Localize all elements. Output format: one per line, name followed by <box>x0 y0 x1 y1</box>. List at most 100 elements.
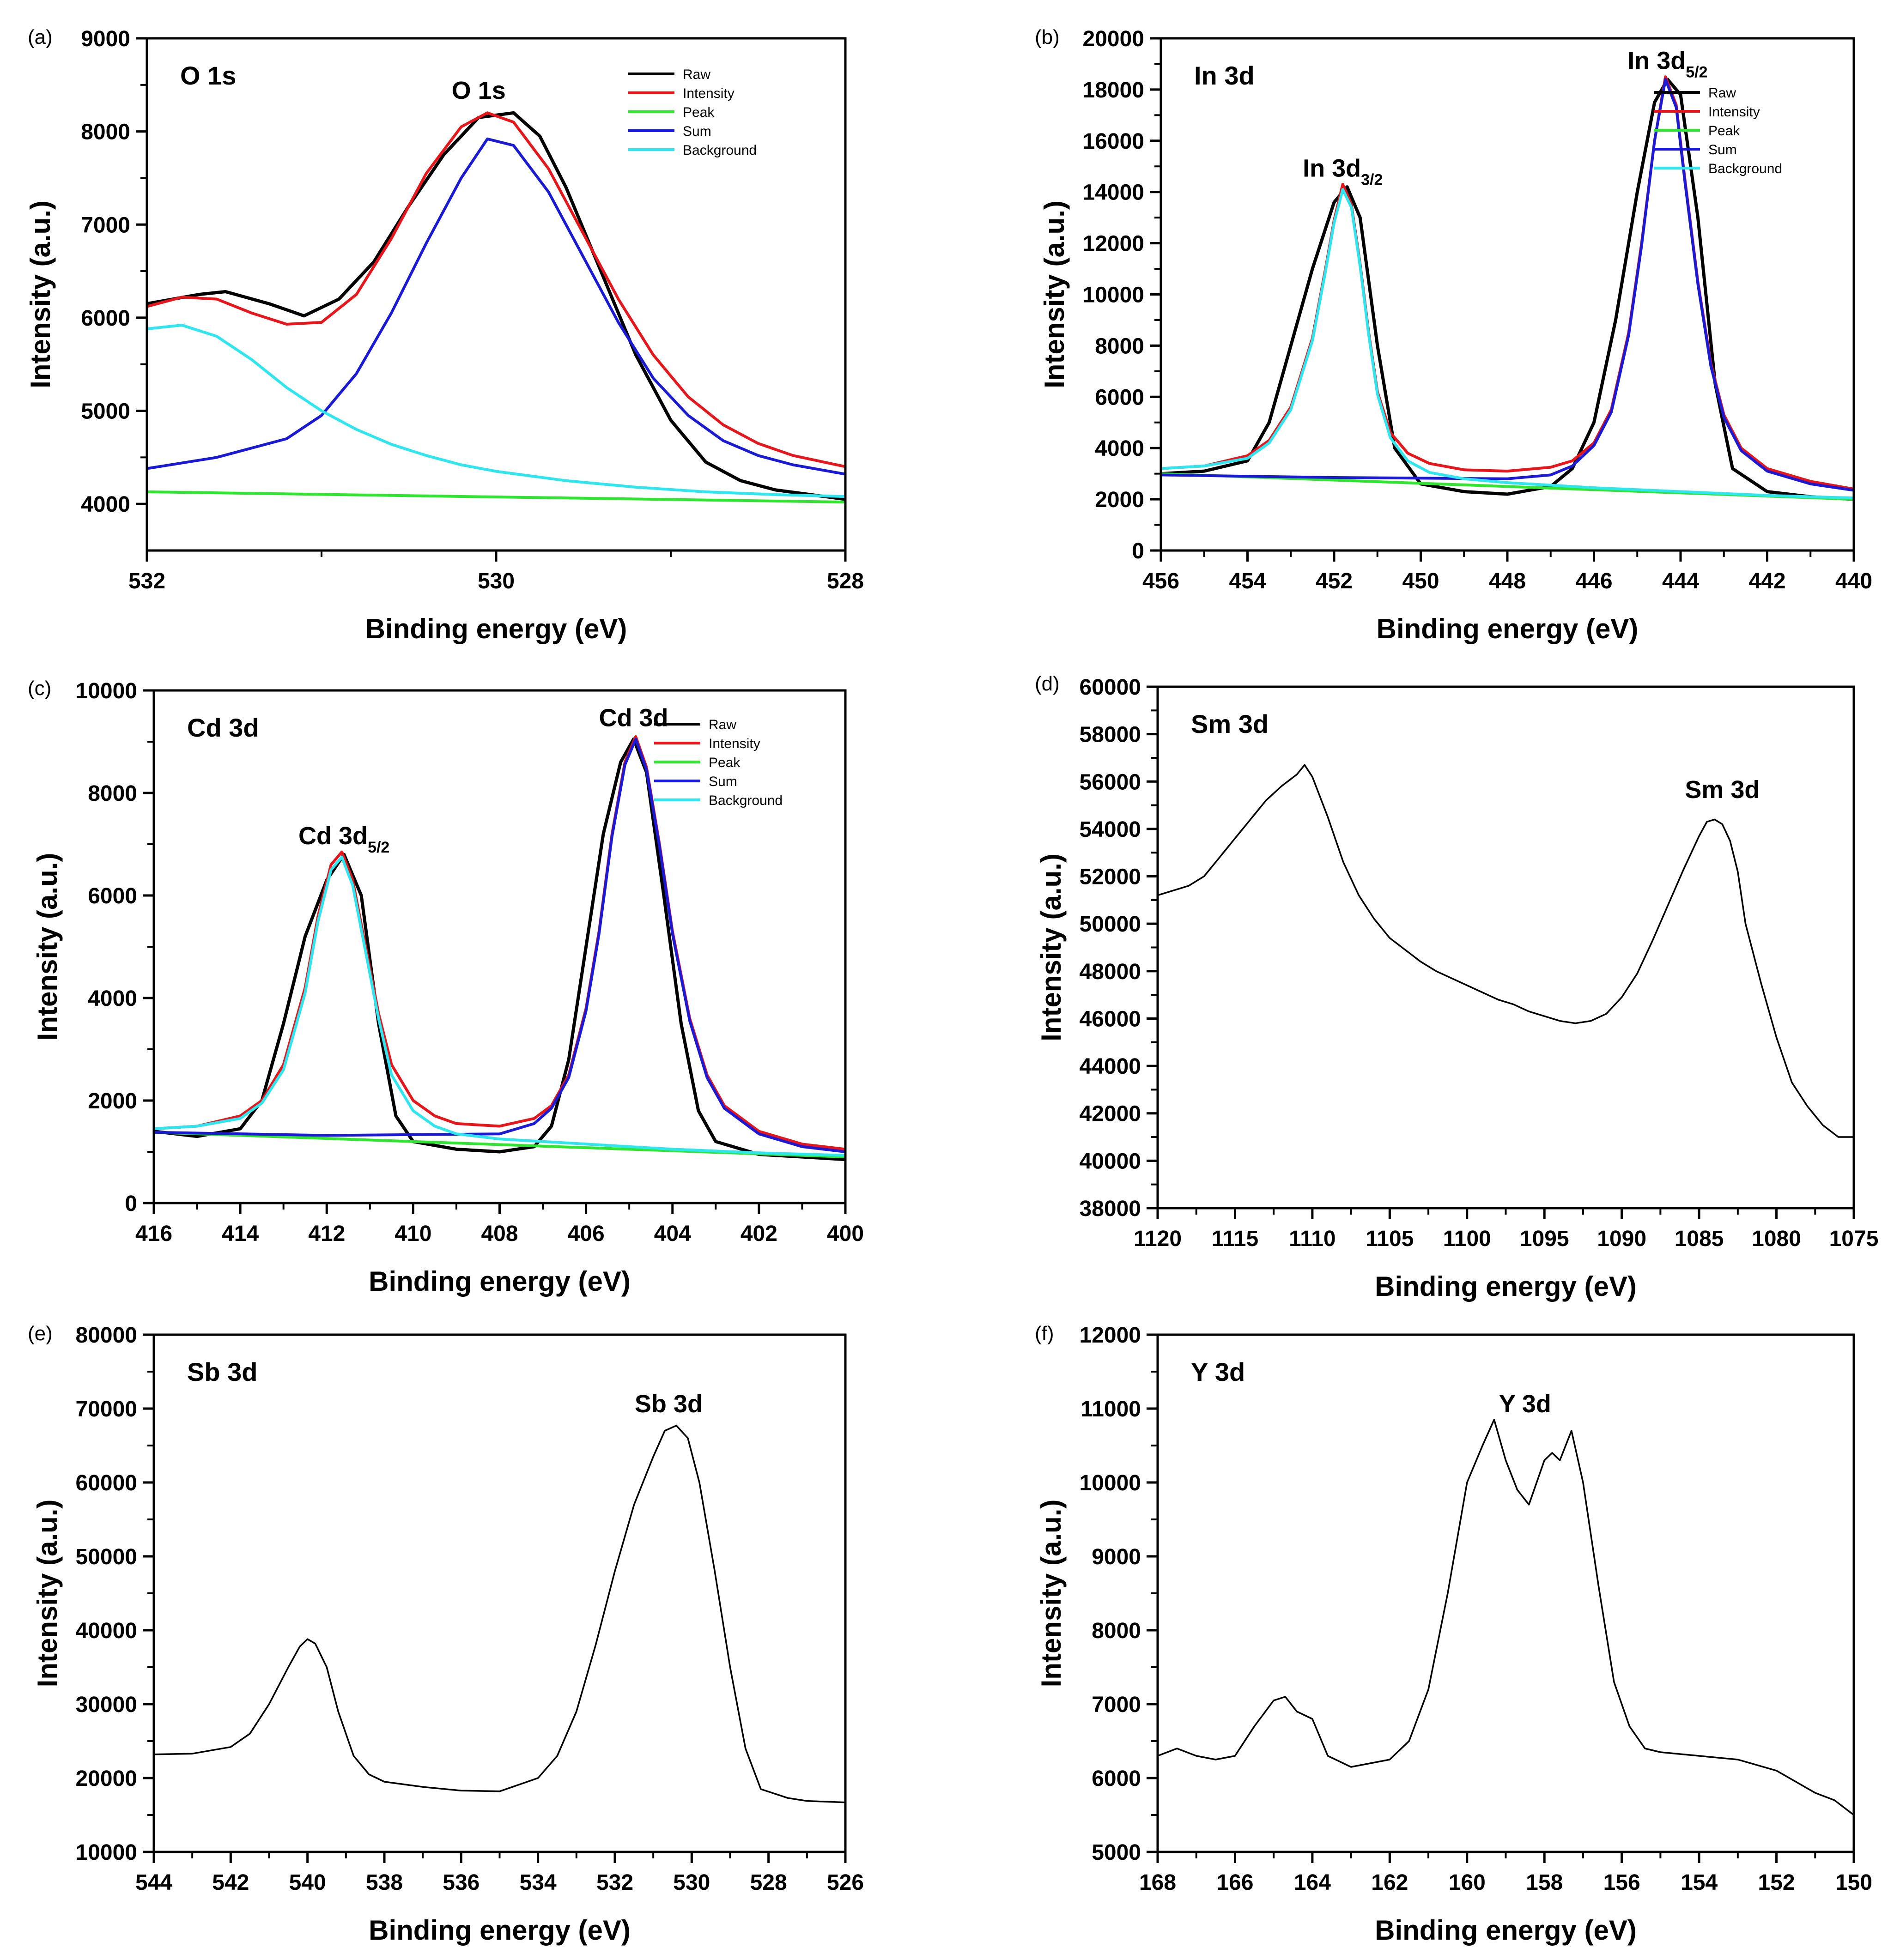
x-tick-label: 528 <box>750 1870 787 1895</box>
y-tick-label: 4000 <box>81 492 130 517</box>
y-tick-label: 20000 <box>1083 27 1144 51</box>
chart-panel-2: 456 454 452 450 448 446 444 442 440 0 2000 4000 6000… <box>1035 26 1872 644</box>
x-tick-label: 442 <box>1748 569 1785 593</box>
legend-label: Sum <box>683 124 711 139</box>
y-tick-label: 54000 <box>1080 817 1141 842</box>
y-tick-label: 12000 <box>1080 1323 1141 1348</box>
peak-annotation-label: Y 3d <box>1499 1390 1551 1418</box>
x-tick-label: 1105 <box>1366 1227 1414 1251</box>
y-tick-label: 40000 <box>1080 1149 1141 1174</box>
panel-label: (f) <box>1035 1322 1054 1345</box>
y-tick-label: 60000 <box>76 1471 137 1495</box>
peak-annotation-label: Sm 3d <box>1685 776 1760 804</box>
peak-annotation-label: Cd 3d <box>599 704 668 732</box>
panel-label: (b) <box>1035 26 1060 48</box>
chart-panel-4: 1120 1115 1110 1105 1100 1095 1090 1085 1080 1075… <box>1035 672 1878 1302</box>
plot-frame <box>1156 685 1855 1210</box>
y-tick-label: 8000 <box>88 781 137 806</box>
x-tick-label: 542 <box>212 1870 249 1895</box>
y-axis-title: Intensity (a.u.) <box>1036 1500 1067 1688</box>
y-tick-label: 42000 <box>1080 1102 1141 1126</box>
x-tick-label: 1095 <box>1520 1227 1569 1251</box>
x-tick-label: 446 <box>1575 569 1612 593</box>
x-tick-label: 534 <box>520 1870 557 1895</box>
y-tick-label: 70000 <box>76 1397 137 1422</box>
chart-panel-6: 168 166 164 162 160 158 156 154 152 150 5000 6000 70… <box>1035 1322 1872 1946</box>
series-line-sum <box>154 738 845 1153</box>
y-tick-label: 10000 <box>1083 283 1144 308</box>
x-tick-label: 156 <box>1603 1870 1640 1895</box>
y-tick-label: 8000 <box>1092 1619 1141 1643</box>
series-line-spectrum <box>1158 764 1854 1138</box>
legend-label: Peak <box>683 105 715 120</box>
x-tick-label: 400 <box>827 1222 864 1246</box>
legend-label: Raw <box>709 717 736 732</box>
y-tick-label: 6000 <box>1092 1766 1141 1791</box>
y-tick-label: 58000 <box>1080 723 1141 747</box>
y-tick-label: 11000 <box>1081 1397 1141 1422</box>
y-axis-title: Intensity (a.u.) <box>1039 200 1070 388</box>
x-tick-label: 1120 <box>1134 1227 1182 1251</box>
series-line-spectrum <box>154 1425 845 1803</box>
x-tick-label: 402 <box>741 1222 777 1246</box>
chart-title: Cd 3d <box>187 713 259 742</box>
x-tick-label: 410 <box>395 1222 431 1246</box>
x-tick-label: 444 <box>1662 569 1699 593</box>
series-line-raw <box>147 111 845 501</box>
x-axis-title: Binding energy (eV) <box>369 1266 631 1297</box>
peak-annotation-label: Sb 3d <box>635 1390 703 1418</box>
panel-label: (a) <box>28 26 53 48</box>
x-tick-label: 152 <box>1758 1870 1795 1895</box>
peak-annotation-subscript: 5/2 <box>1686 64 1707 81</box>
x-tick-label: 536 <box>443 1870 480 1895</box>
legend-label: Intensity <box>683 86 735 101</box>
x-tick-label: 164 <box>1294 1870 1331 1895</box>
peak-annotation-label: Cd 3d <box>298 822 368 850</box>
y-axis-title: Intensity (a.u.) <box>25 200 56 388</box>
y-tick-label: 7000 <box>1092 1693 1141 1717</box>
legend-label: Intensity <box>1708 104 1760 120</box>
x-tick-label: 448 <box>1489 569 1526 593</box>
peak-annotation-label: O 1s <box>452 77 506 104</box>
x-tick-label: 1090 <box>1597 1227 1646 1251</box>
x-tick-label: 450 <box>1402 569 1439 593</box>
y-tick-label: 4000 <box>88 986 137 1011</box>
y-tick-label: 4000 <box>1095 436 1144 461</box>
y-tick-label: 48000 <box>1080 960 1141 984</box>
x-tick-label: 530 <box>673 1870 710 1895</box>
legend-label: Sum <box>1708 142 1737 157</box>
y-tick-label: 52000 <box>1080 865 1141 889</box>
y-tick-label: 5000 <box>81 399 130 424</box>
legend-label: Background <box>1708 161 1782 176</box>
y-tick-label: 46000 <box>1080 1007 1141 1031</box>
y-tick-label: 0 <box>1132 539 1144 563</box>
x-tick-label: 1110 <box>1289 1227 1335 1251</box>
legend-label: Raw <box>1708 85 1736 101</box>
y-tick-label: 18000 <box>1083 78 1144 103</box>
chart-panel-3: 416 414 412 410 408 406 404 402 4000200040006000… <box>28 677 864 1297</box>
x-tick-label: 412 <box>308 1222 345 1246</box>
x-tick-label: 414 <box>222 1222 259 1246</box>
series-line-spectrum <box>1158 1419 1854 1816</box>
y-tick-label: 9000 <box>1092 1545 1141 1569</box>
peak-annotation: In 3d5/2 <box>1627 47 1707 81</box>
series-line-peak <box>147 490 845 504</box>
x-tick-label: 1075 <box>1829 1227 1879 1251</box>
peak-annotation-subscript: 5/2 <box>368 839 389 856</box>
x-tick-label: 526 <box>827 1870 864 1895</box>
chart-title: In 3d <box>1194 61 1255 90</box>
y-tick-label: 9000 <box>81 27 130 51</box>
y-tick-label: 6000 <box>88 884 137 908</box>
x-tick-label: 452 <box>1316 569 1353 593</box>
peak-annotation: Sb 3d <box>635 1390 703 1418</box>
series-line-sum <box>147 137 845 476</box>
y-tick-label: 80000 <box>76 1323 137 1348</box>
y-tick-label: 10000 <box>76 1840 137 1865</box>
chart-title: Sb 3d <box>187 1357 257 1386</box>
x-tick-label: 456 <box>1142 569 1179 593</box>
panel-label: (d) <box>1035 672 1060 695</box>
peak-annotation: Cd 3d <box>599 704 668 732</box>
x-tick-label: 1100 <box>1443 1227 1491 1251</box>
series-line-background <box>147 324 845 498</box>
legend-label: Peak <box>709 755 741 770</box>
